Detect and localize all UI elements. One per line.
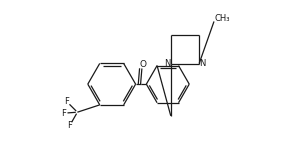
Text: F: F [65,97,70,106]
Text: F: F [67,121,73,130]
Text: N: N [200,59,206,68]
Text: N: N [164,59,170,68]
Text: CH₃: CH₃ [215,14,230,23]
Text: O: O [139,60,146,69]
Text: F: F [61,109,66,117]
